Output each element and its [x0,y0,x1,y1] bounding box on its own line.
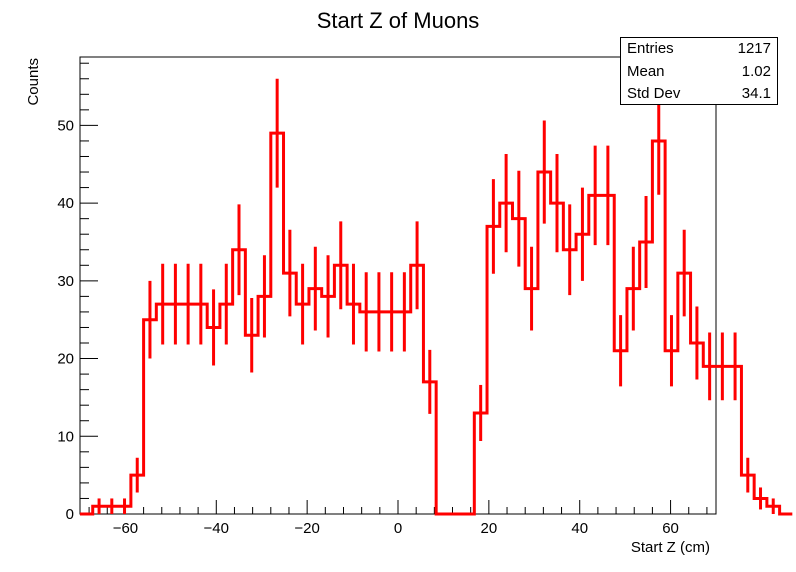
stats-entries-row: Entries 1217 [627,38,771,60]
x-tick-label: 40 [571,520,588,537]
stats-box: Entries 1217 Mean 1.02 Std Dev 34.1 [620,37,778,105]
stats-entries-value: 1217 [737,40,771,57]
y-tick-label: 10 [57,428,74,445]
x-tick-label: 0 [394,520,402,537]
x-tick-label: −60 [113,520,138,537]
x-tick-label: 20 [481,520,498,537]
stats-mean-label: Mean [627,63,665,80]
stats-stddev-label: Std Dev [627,85,681,102]
y-tick-label: 40 [57,195,74,212]
y-tick-label: 20 [57,351,74,368]
histogram-step-line [80,131,793,516]
stats-stddev-row: Std Dev 34.1 [627,83,771,105]
x-tick-label: 60 [662,520,679,537]
y-axis-label: Counts [25,58,42,106]
stats-mean-row: Mean 1.02 [627,61,771,83]
chart-title: Start Z of Muons [317,8,480,33]
x-tick-label: −40 [204,520,229,537]
y-tick-label: 50 [57,117,74,134]
stats-entries-label: Entries [627,40,674,57]
x-axis-label: Start Z (cm) [631,539,710,556]
stats-stddev-value: 34.1 [741,85,771,102]
y-tick-label: 30 [57,273,74,290]
x-tick-label: −20 [294,520,319,537]
y-tick-label: 0 [66,506,74,523]
stats-mean-value: 1.02 [741,63,771,80]
